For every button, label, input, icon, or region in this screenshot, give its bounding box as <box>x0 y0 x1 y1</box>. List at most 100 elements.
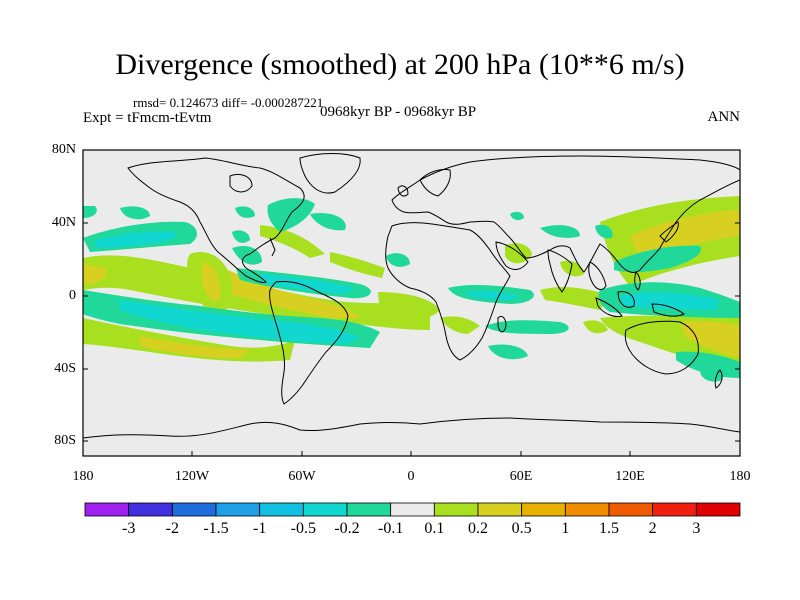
negative-band <box>540 225 580 238</box>
lat-label-80n: 80N <box>51 142 76 157</box>
negative-band <box>386 253 410 267</box>
colorbar-label: 0.1 <box>424 520 445 537</box>
colorbar-label: -0.5 <box>290 520 316 537</box>
stats-line: rmsd= 0.124673 diff= -0.000287221 <box>133 95 324 110</box>
colorbar-swatch <box>171 502 217 517</box>
negative-band <box>120 206 150 220</box>
negative-band <box>620 292 720 310</box>
colorbar-swatch <box>259 502 304 517</box>
colorbar-swatch <box>433 502 479 517</box>
lon-label-0: 0 <box>407 469 415 484</box>
negative-band <box>700 370 723 382</box>
colorbar-swatch <box>302 502 348 517</box>
colorbar-label: -1 <box>252 520 267 537</box>
positive-band <box>583 320 608 334</box>
negative-band <box>465 291 520 300</box>
negative-band <box>676 351 740 378</box>
colorbar-swatch <box>608 502 654 517</box>
coastlines <box>83 153 740 439</box>
positive-band <box>202 262 221 301</box>
lon-label-120e: 120E <box>615 469 645 484</box>
coastline-hudson-bay <box>229 173 253 193</box>
colorbar-label: -0.1 <box>377 520 404 537</box>
coastline-scandinavia <box>419 169 451 197</box>
coastline-japan <box>659 221 679 243</box>
colorbar-swatch <box>652 502 697 517</box>
lon-label-120w: 120W <box>174 469 210 484</box>
lon-label-60e: 60E <box>509 469 533 484</box>
coastline-new-guinea <box>651 303 685 317</box>
colorbar-swatch <box>695 502 741 517</box>
negative-band <box>488 344 528 360</box>
lat-label-80s: 80S <box>54 433 76 448</box>
season-label: ANN <box>707 109 741 125</box>
divergence-field <box>83 196 740 382</box>
negative-band <box>614 245 701 273</box>
positive-band <box>200 258 360 318</box>
positive-band <box>440 316 480 334</box>
negative-band <box>95 231 177 248</box>
colorbar-label: 0.2 <box>468 520 488 537</box>
lat-label-40s: 40S <box>54 361 76 376</box>
colorbar-swatch <box>215 502 261 517</box>
colorbar-label: -1.5 <box>203 520 229 537</box>
colorbar-label: 1 <box>561 520 570 537</box>
colorbar-swatch <box>390 502 435 517</box>
colorbar-label: -0.2 <box>334 520 360 537</box>
colorbar-label: 3 <box>692 520 701 537</box>
colorbar <box>84 502 741 517</box>
lon-label-180e: 180 <box>729 469 751 484</box>
coastline-antarctica <box>83 417 740 439</box>
coastline-british-isles <box>397 185 409 197</box>
coastline-india <box>547 249 573 293</box>
colorbar-label: 1.5 <box>599 520 619 537</box>
coastline-north-america <box>127 157 305 283</box>
colorbar-label: -3 <box>121 520 136 537</box>
coastline-madagascar <box>497 315 507 333</box>
positive-band <box>83 264 107 284</box>
coastline-new-zealand <box>714 369 723 389</box>
negative-band <box>232 230 250 243</box>
colorbar-swatch <box>564 502 610 517</box>
negative-band <box>510 211 524 221</box>
coastline-greenland <box>299 153 361 194</box>
coastline-borneo <box>617 291 635 308</box>
colorbar-swatch <box>128 502 173 517</box>
negative-band <box>267 198 315 232</box>
positive-band <box>140 336 250 358</box>
colorbar-swatch <box>521 502 566 517</box>
coastline-sumatra <box>595 297 623 317</box>
lat-label-40n: 40N <box>51 215 76 230</box>
period-label: 0968kyr BP - 0968kyr BP <box>320 104 477 120</box>
negative-band <box>260 274 355 294</box>
axis-ticks <box>83 149 740 456</box>
colorbar-label: -2 <box>165 520 179 537</box>
lon-label-180w: 180 <box>72 469 94 484</box>
coastline-eurasia <box>391 155 740 273</box>
coastline-arabia <box>495 241 529 270</box>
colorbar-swatch <box>346 502 392 517</box>
coastline-south-america <box>269 281 349 405</box>
positive-band <box>330 252 385 278</box>
lon-label-60w: 60W <box>288 469 316 484</box>
colorbar-swatch <box>477 502 523 517</box>
negative-band <box>120 300 360 344</box>
coastline-australia <box>624 320 699 375</box>
coastline-florida <box>269 237 276 257</box>
colorbar-label: 2 <box>648 520 657 537</box>
positive-band <box>260 225 325 258</box>
lat-label-0: 0 <box>69 288 76 303</box>
negative-band <box>310 212 346 231</box>
chart-title: Divergence (smoothed) at 200 hPa (10**6 … <box>115 48 685 81</box>
coastline-philippines <box>634 271 641 291</box>
negative-band <box>595 224 613 239</box>
negative-band <box>83 206 97 218</box>
coastline-indochina <box>588 261 607 290</box>
experiment-label: Expt = tFmcm-tEvtm <box>83 110 212 126</box>
colorbar-swatch <box>84 502 130 517</box>
colorbar-label: 0.5 <box>511 520 532 537</box>
negative-band <box>235 206 255 218</box>
positive-band <box>378 292 440 320</box>
positive-band <box>680 321 740 358</box>
